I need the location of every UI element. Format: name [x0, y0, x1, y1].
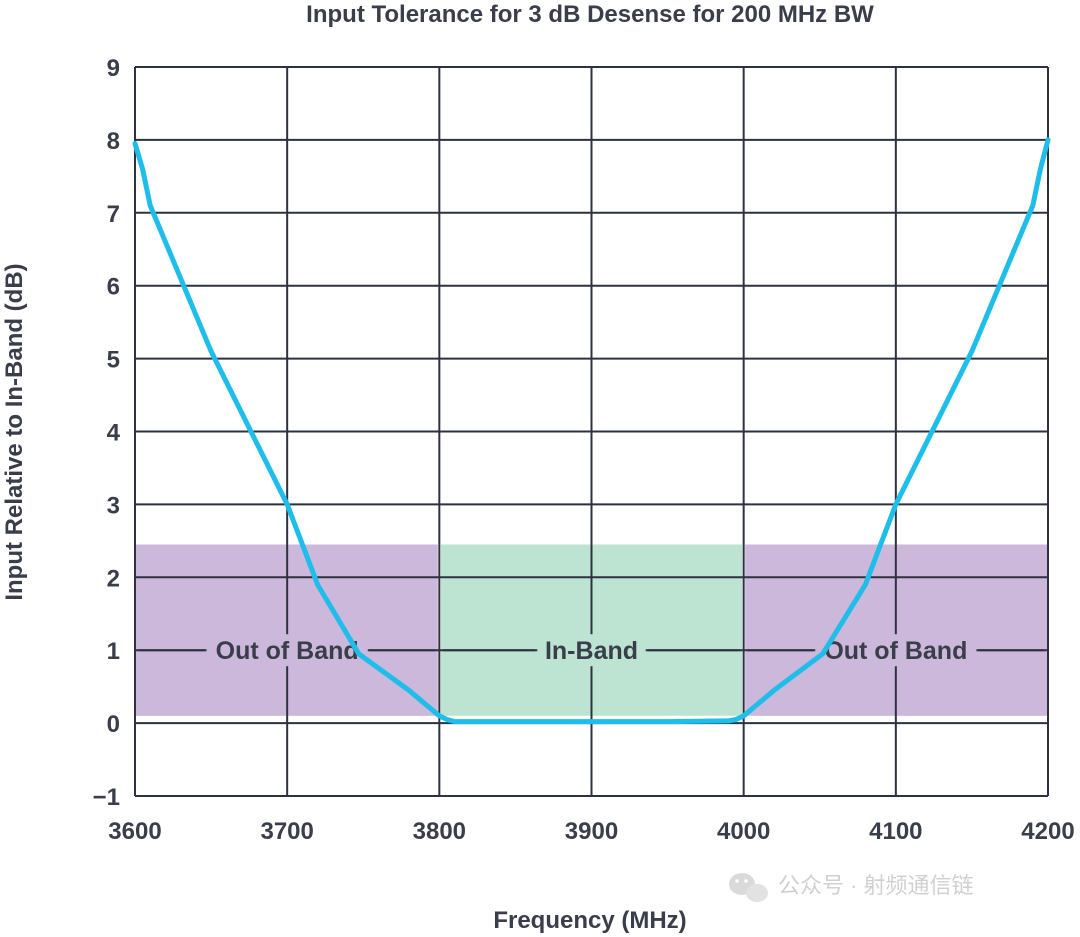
x-axis-label: Frequency (MHz): [493, 907, 686, 934]
y-tick-label: 1: [107, 638, 120, 665]
band-label-bg-1: [537, 634, 646, 667]
band-labels: Out of Band In-Band Out of Band: [139, 634, 1044, 667]
y-axis-label: Input Relative to In-Band (dB): [1, 263, 28, 600]
band-label-0: Out of Band: [216, 637, 359, 665]
x-tick-label: 4000: [717, 818, 770, 845]
band-label-bg-2: [815, 634, 977, 667]
y-tick-label: 5: [107, 347, 120, 374]
series-line-0: [132, 137, 1051, 725]
y-tick-label: 7: [107, 201, 120, 228]
series: [132, 137, 1051, 725]
tick-labels: 3600 3700 3800 3900 4000 4100 4200 9 8 7 6 5 4 3 2 1 0 −1: [93, 55, 1075, 845]
y-tick-label: 0: [107, 711, 120, 738]
y-tick-label: 3: [107, 492, 120, 519]
y-tick-label: −1: [93, 784, 120, 811]
y-tick-label: 6: [107, 274, 120, 301]
band-label-2: Out of Band: [824, 637, 967, 665]
watermark-text: 公众号 · 射频通信链: [778, 873, 974, 898]
y-tick-label: 2: [107, 565, 120, 592]
wechat-icon: [729, 873, 768, 902]
y-tick-label: 9: [107, 55, 120, 82]
x-tick-label: 4100: [869, 818, 922, 845]
y-tick-label: 8: [107, 128, 120, 155]
x-tick-label: 3700: [260, 818, 313, 845]
chart-title: Input Tolerance for 3 dB Desense for 200…: [306, 1, 874, 28]
band-label-1: In-Band: [545, 637, 638, 665]
watermark: 公众号 · 射频通信链: [729, 873, 974, 902]
x-tick-label: 4200: [1021, 818, 1074, 845]
band-label-bg-0: [206, 634, 368, 667]
x-tick-label: 3900: [565, 818, 618, 845]
y-tick-label: 4: [107, 420, 121, 447]
grid: [134, 66, 1049, 797]
x-tick-label: 3800: [413, 818, 466, 845]
x-tick-label: 3600: [108, 818, 161, 845]
